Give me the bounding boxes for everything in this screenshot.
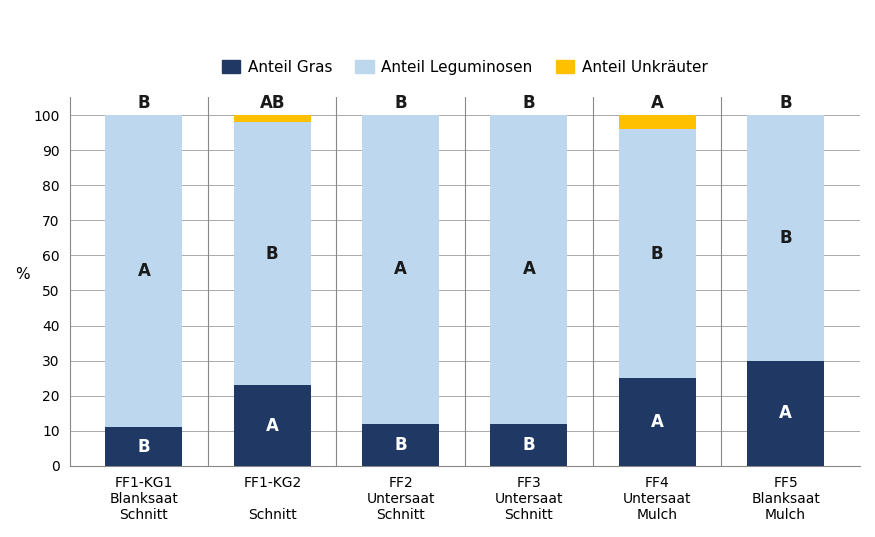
- Text: B: B: [137, 93, 150, 112]
- Legend: Anteil Gras, Anteil Leguminosen, Anteil Unkräuter: Anteil Gras, Anteil Leguminosen, Anteil …: [216, 54, 713, 81]
- Text: B: B: [780, 229, 792, 247]
- Text: A: A: [266, 417, 279, 434]
- Bar: [490, 115, 567, 424]
- Text: B: B: [395, 93, 407, 112]
- Bar: [747, 115, 824, 361]
- Bar: [106, 115, 183, 427]
- Text: B: B: [522, 93, 536, 112]
- Bar: [619, 129, 696, 378]
- Bar: [362, 424, 439, 466]
- Text: A: A: [394, 260, 407, 278]
- Text: A: A: [137, 262, 150, 280]
- Bar: [747, 361, 824, 466]
- Bar: [106, 427, 183, 466]
- Bar: [234, 115, 311, 122]
- Bar: [490, 424, 567, 466]
- Bar: [619, 115, 696, 129]
- Text: B: B: [266, 245, 278, 263]
- Text: B: B: [137, 438, 150, 455]
- Bar: [234, 385, 311, 466]
- Text: A: A: [779, 404, 792, 422]
- Text: B: B: [780, 93, 792, 112]
- Text: A: A: [651, 93, 663, 112]
- Y-axis label: %: %: [15, 267, 30, 282]
- Text: A: A: [651, 413, 663, 431]
- Text: AB: AB: [260, 93, 285, 112]
- Bar: [234, 122, 311, 385]
- Text: A: A: [522, 260, 536, 278]
- Text: B: B: [395, 436, 407, 454]
- Bar: [619, 378, 696, 466]
- Bar: [362, 115, 439, 424]
- Text: B: B: [522, 436, 536, 454]
- Text: B: B: [651, 245, 663, 263]
